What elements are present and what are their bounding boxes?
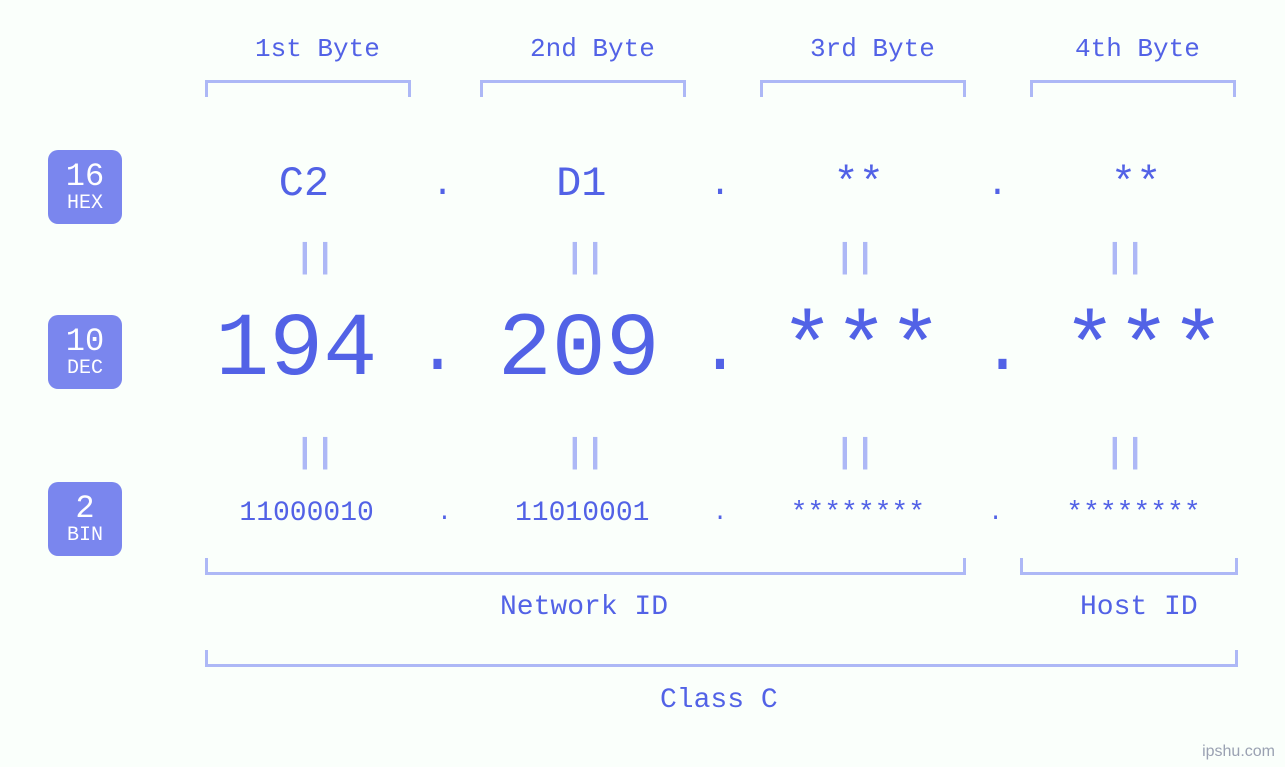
- dot-icon: .: [412, 312, 462, 391]
- base-badge-bin: 2 BIN: [48, 482, 122, 556]
- bracket-network-id: [205, 558, 966, 575]
- base-num-bin: 2: [75, 492, 94, 526]
- dot-icon: .: [428, 164, 458, 205]
- equals-icon: ||: [720, 240, 990, 278]
- bin-byte-4: ********: [1007, 498, 1260, 529]
- bin-row: 11000010 . 11010001 . ******** . *******…: [180, 498, 1260, 529]
- equals-icon: ||: [180, 240, 450, 278]
- hex-byte-3: **: [735, 160, 983, 208]
- equals-row-1: || || || ||: [180, 240, 1260, 278]
- equals-icon: ||: [180, 435, 450, 473]
- equals-icon: ||: [990, 240, 1260, 278]
- base-badge-dec: 10 DEC: [48, 315, 122, 389]
- dot-icon: .: [709, 500, 731, 527]
- equals-icon: ||: [450, 435, 720, 473]
- dec-byte-2: 209: [463, 300, 695, 402]
- bracket-top-byte-4: [1030, 80, 1236, 97]
- base-label-hex: HEX: [67, 193, 103, 214]
- base-num-hex: 16: [66, 160, 104, 194]
- bin-byte-1: 11000010: [180, 498, 433, 529]
- network-id-label: Network ID: [500, 592, 668, 623]
- equals-icon: ||: [720, 435, 990, 473]
- hex-byte-2: D1: [457, 160, 705, 208]
- class-label: Class C: [660, 685, 778, 716]
- base-label-dec: DEC: [67, 358, 103, 379]
- dot-icon: .: [433, 500, 455, 527]
- ip-diagram: 1st Byte 2nd Byte 3rd Byte 4th Byte 16 H…: [0, 0, 1285, 767]
- bracket-top-byte-1: [205, 80, 411, 97]
- base-label-bin: BIN: [67, 525, 103, 546]
- dot-icon: .: [984, 500, 1006, 527]
- dot-icon: .: [705, 164, 735, 205]
- dec-row: 194 . 209 . *** . ***: [180, 300, 1260, 402]
- byte-header-2: 2nd Byte: [530, 34, 655, 64]
- equals-row-2: || || || ||: [180, 435, 1260, 473]
- dec-byte-3: ***: [745, 300, 977, 402]
- bracket-class: [205, 650, 1238, 667]
- bin-byte-2: 11010001: [456, 498, 709, 529]
- hex-byte-4: **: [1012, 160, 1260, 208]
- dec-byte-4: ***: [1028, 300, 1260, 402]
- dot-icon: .: [983, 164, 1013, 205]
- bracket-top-byte-2: [480, 80, 686, 97]
- host-id-label: Host ID: [1080, 592, 1198, 623]
- dot-icon: .: [977, 312, 1027, 391]
- equals-icon: ||: [450, 240, 720, 278]
- hex-byte-1: C2: [180, 160, 428, 208]
- byte-header-1: 1st Byte: [255, 34, 380, 64]
- watermark: ipshu.com: [1202, 743, 1275, 761]
- bracket-host-id: [1020, 558, 1238, 575]
- dec-byte-1: 194: [180, 300, 412, 402]
- base-num-dec: 10: [66, 325, 104, 359]
- dot-icon: .: [695, 312, 745, 391]
- bracket-top-byte-3: [760, 80, 966, 97]
- hex-row: C2 . D1 . ** . **: [180, 160, 1260, 208]
- byte-header-3: 3rd Byte: [810, 34, 935, 64]
- base-badge-hex: 16 HEX: [48, 150, 122, 224]
- equals-icon: ||: [990, 435, 1260, 473]
- byte-header-4: 4th Byte: [1075, 34, 1200, 64]
- bin-byte-3: ********: [731, 498, 984, 529]
